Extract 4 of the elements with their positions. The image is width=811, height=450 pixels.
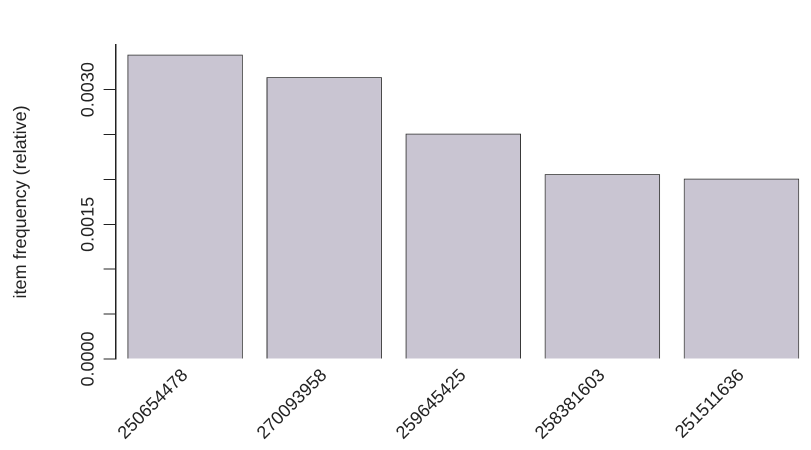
y-axis-title: item frequency (relative) bbox=[10, 105, 30, 298]
y-tick-label: 0.0000 bbox=[78, 331, 98, 387]
y-tick-label: 0.0015 bbox=[78, 196, 98, 252]
y-tick-label: 0.0030 bbox=[78, 62, 98, 118]
